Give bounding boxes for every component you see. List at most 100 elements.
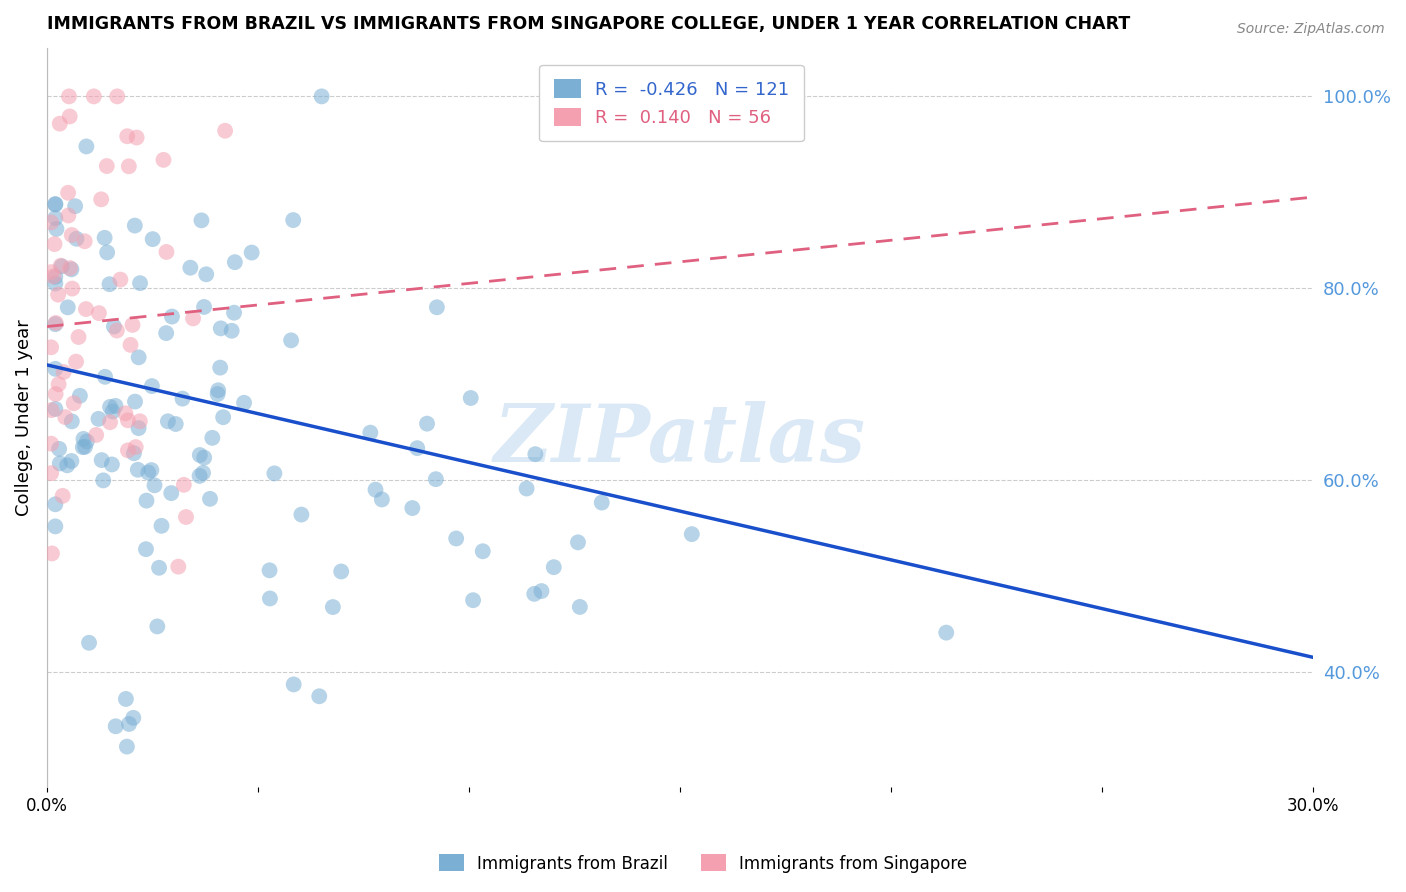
Point — [49, 457, 72, 471]
Point — [124, 219, 146, 233]
Point — [87, 412, 110, 426]
Point — [283, 213, 305, 227]
Point — [90, 453, 112, 467]
Point — [330, 565, 353, 579]
Point — [105, 89, 128, 103]
Point — [280, 334, 302, 348]
Point — [935, 625, 957, 640]
Point — [104, 399, 127, 413]
Point — [56, 458, 79, 473]
Point — [167, 559, 190, 574]
Point — [181, 311, 204, 326]
Point — [45, 222, 67, 236]
Point — [222, 306, 245, 320]
Point — [127, 463, 149, 477]
Point — [530, 584, 553, 599]
Point — [60, 282, 83, 296]
Point — [114, 406, 136, 420]
Point — [359, 425, 381, 440]
Point — [77, 636, 100, 650]
Point — [148, 561, 170, 575]
Point — [101, 404, 124, 418]
Legend: R =  -0.426   N = 121, R =  0.140   N = 56: R = -0.426 N = 121, R = 0.140 N = 56 — [540, 65, 804, 142]
Point — [143, 478, 166, 492]
Point — [94, 369, 117, 384]
Point — [461, 593, 484, 607]
Point — [52, 365, 75, 379]
Point — [44, 519, 66, 533]
Point — [233, 396, 256, 410]
Point — [65, 354, 87, 368]
Point — [44, 211, 66, 225]
Point — [146, 619, 169, 633]
Point — [311, 89, 333, 103]
Point — [135, 493, 157, 508]
Point — [524, 447, 547, 461]
Point — [523, 587, 546, 601]
Point — [96, 245, 118, 260]
Point — [58, 209, 80, 223]
Point — [45, 316, 67, 330]
Point — [93, 231, 115, 245]
Point — [322, 600, 344, 615]
Point — [155, 244, 177, 259]
Point — [44, 401, 66, 416]
Point — [72, 432, 94, 446]
Point — [44, 277, 66, 291]
Point — [44, 197, 66, 211]
Point — [39, 215, 62, 229]
Point — [44, 237, 66, 252]
Point — [471, 544, 494, 558]
Text: ZIPatlas: ZIPatlas — [494, 401, 866, 478]
Point — [209, 360, 232, 375]
Point — [128, 351, 150, 365]
Point — [212, 410, 235, 425]
Point — [165, 417, 187, 431]
Point — [69, 389, 91, 403]
Point — [122, 446, 145, 460]
Point — [125, 130, 148, 145]
Point — [115, 692, 138, 706]
Point — [174, 510, 197, 524]
Text: IMMIGRANTS FROM BRAZIL VS IMMIGRANTS FROM SINGAPORE COLLEGE, UNDER 1 YEAR CORREL: IMMIGRANTS FROM BRAZIL VS IMMIGRANTS FRO… — [46, 15, 1130, 33]
Point — [263, 467, 285, 481]
Point — [48, 442, 70, 456]
Point — [44, 497, 66, 511]
Legend: Immigrants from Brazil, Immigrants from Singapore: Immigrants from Brazil, Immigrants from … — [432, 847, 974, 880]
Point — [56, 186, 79, 200]
Point — [364, 483, 387, 497]
Point — [103, 319, 125, 334]
Point — [207, 384, 229, 398]
Point — [60, 262, 83, 277]
Point — [98, 277, 121, 292]
Point — [121, 318, 143, 332]
Point — [120, 338, 142, 352]
Point — [60, 414, 83, 428]
Point — [283, 677, 305, 691]
Point — [90, 192, 112, 206]
Point — [44, 269, 66, 284]
Point — [76, 434, 98, 449]
Point — [117, 443, 139, 458]
Point — [214, 124, 236, 138]
Point — [44, 361, 66, 376]
Point — [160, 486, 183, 500]
Point — [67, 330, 90, 344]
Point — [259, 563, 281, 577]
Point — [59, 110, 82, 124]
Point — [150, 518, 173, 533]
Point — [444, 532, 467, 546]
Point — [141, 463, 163, 477]
Point — [98, 400, 121, 414]
Point — [48, 377, 70, 392]
Point — [118, 159, 141, 173]
Point — [156, 414, 179, 428]
Point — [128, 414, 150, 428]
Point — [591, 495, 613, 509]
Point — [308, 690, 330, 704]
Point — [290, 508, 312, 522]
Point — [63, 199, 86, 213]
Point — [136, 466, 159, 480]
Point — [44, 317, 66, 331]
Point — [87, 306, 110, 320]
